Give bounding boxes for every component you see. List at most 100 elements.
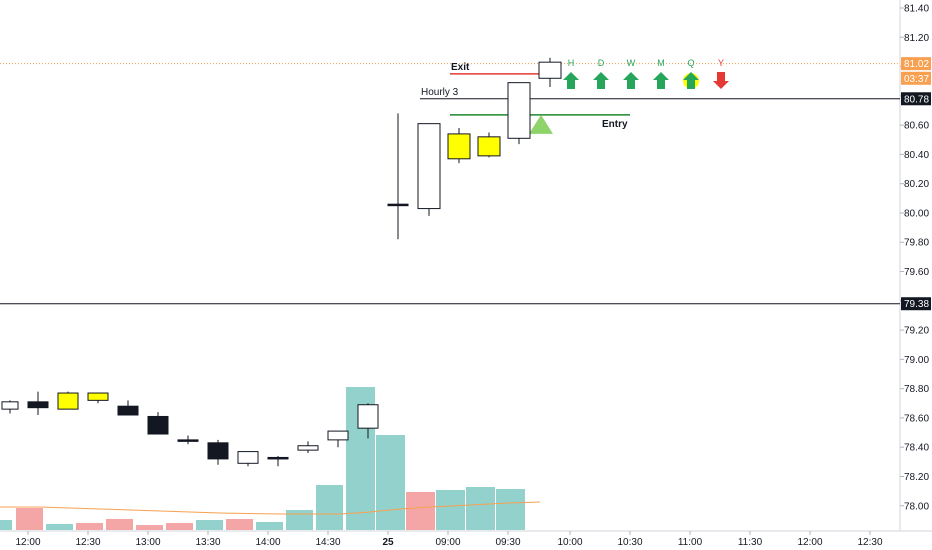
price-tick-label: 78.40	[904, 443, 929, 454]
time-axis[interactable]: 12:00 12:30 13:00 13:30 14:00 14:30 25 09:00 09:…	[15, 531, 883, 548]
arrow-up-icon	[653, 72, 669, 89]
price-tag	[901, 71, 931, 85]
candle-body	[267, 456, 289, 460]
price-tag-label: 79.38	[904, 299, 929, 310]
candle-body	[357, 404, 379, 429]
price-tick-label: 78.20	[904, 472, 929, 483]
price-tick-label: 80.00	[904, 208, 929, 219]
signal-letter: Y	[718, 58, 724, 68]
price-tick-label: 79.80	[904, 238, 929, 249]
time-tick-label: 25	[382, 537, 394, 548]
volume-bar	[0, 520, 12, 530]
volume-bar	[196, 520, 223, 530]
signal-letter: Q	[687, 58, 694, 68]
volume-bar	[16, 508, 43, 530]
signal-letter: H	[568, 58, 575, 68]
price-tag-label: 81.02	[904, 59, 929, 70]
price-tag	[901, 57, 931, 71]
price-tag	[901, 297, 931, 311]
volume-bar	[496, 489, 525, 530]
volume-bar	[316, 485, 343, 530]
candle-body	[387, 203, 409, 207]
price-tick-label: 78.60	[904, 413, 929, 424]
arrow-up-icon	[623, 72, 639, 89]
price-tick-label: 79.20	[904, 326, 929, 337]
candle-body	[327, 430, 349, 441]
volume-bar	[436, 490, 465, 530]
time-tick-label: 10:30	[617, 537, 642, 548]
volume-bar	[76, 523, 103, 530]
signal-letter: D	[598, 58, 605, 68]
price-tick-label: 78.00	[904, 501, 929, 512]
time-tick-label: 13:00	[135, 537, 160, 548]
candle-body	[237, 451, 259, 464]
volume-bar	[286, 510, 313, 530]
price-tag	[901, 92, 931, 106]
candle-body	[477, 136, 501, 157]
time-tick-label: 14:00	[255, 537, 280, 548]
volume-bar	[226, 519, 253, 530]
candle-body	[297, 445, 319, 451]
time-tick-label: 09:30	[495, 537, 520, 548]
candle-body	[417, 123, 441, 210]
arrow-up-icon	[593, 72, 609, 89]
exit-label: Exit	[451, 62, 470, 73]
time-tick-label: 12:00	[797, 537, 822, 548]
entry-triangle	[529, 114, 553, 134]
signal-letter: W	[627, 58, 636, 68]
candle-body	[507, 82, 531, 139]
time-tick-label: 12:30	[75, 537, 100, 548]
moving-average-line	[0, 501, 541, 515]
time-tick-label: 13:30	[195, 537, 220, 548]
time-tick-label: 12:30	[857, 537, 882, 548]
time-tick-label: 12:00	[15, 537, 40, 548]
price-tick-label: 79.60	[904, 267, 929, 278]
hourly-label: Hourly 3	[421, 87, 459, 98]
volume-bar	[166, 523, 193, 530]
price-tick-label: 80.20	[904, 179, 929, 190]
candle-body	[447, 133, 471, 160]
level-annotations: Exit Hourly 3 Entry	[421, 62, 628, 130]
volume-bar	[136, 525, 163, 530]
candle-body	[147, 415, 169, 435]
price-tag-label: 80.78	[904, 94, 929, 105]
arrow-up-icon	[683, 72, 699, 89]
price-tick-label: 79.00	[904, 355, 929, 366]
candle-body	[57, 392, 79, 410]
candle-body	[117, 405, 139, 416]
chart-grid	[0, 0, 932, 532]
price-tag-label: 03:37	[904, 74, 929, 85]
entry-label: Entry	[602, 119, 628, 130]
volume-bar	[46, 524, 73, 530]
price-tags: 81.02 03:37 80.78 79.38	[901, 57, 931, 311]
time-tick-label: 11:00	[678, 537, 703, 548]
volume-moving-average	[0, 501, 541, 515]
signal-letter: M	[657, 58, 665, 68]
price-tick-label: 81.40	[904, 4, 929, 15]
volume-bar	[106, 519, 133, 530]
volume-bar	[256, 522, 283, 530]
volume-bar	[466, 487, 495, 530]
time-tick-label: 11:30	[738, 537, 763, 548]
candle-body	[177, 439, 199, 442]
time-tick-label: 14:30	[315, 537, 340, 548]
time-tick-label: 10:00	[557, 537, 582, 548]
price-tick-label: 80.60	[904, 121, 929, 132]
candle-body	[538, 61, 562, 79]
candle-body	[87, 392, 109, 401]
horizontal-levels[interactable]	[0, 63, 900, 305]
candle-body	[1, 401, 19, 410]
arrow-down-icon	[713, 72, 729, 89]
price-tick-label: 81.20	[904, 33, 929, 44]
candlesticks	[1, 57, 562, 467]
candle-body	[27, 401, 49, 409]
time-tick-label: 09:00	[435, 537, 460, 548]
volume-bar	[376, 435, 405, 530]
price-tick-label: 80.40	[904, 150, 929, 161]
volume-bar	[406, 492, 435, 530]
candle-body	[207, 442, 229, 460]
arrow-up-icon	[563, 72, 579, 89]
